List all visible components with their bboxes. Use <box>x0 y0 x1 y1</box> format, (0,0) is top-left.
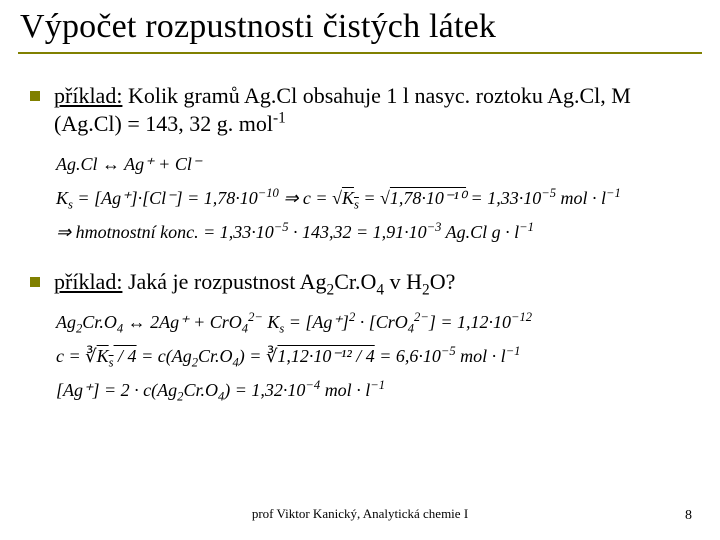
page-number: 8 <box>685 508 692 524</box>
bullet-2: příklad: Jaká je rozpustnost Ag 2 Cr.O4 v … <box>30 268 690 296</box>
bullet-2-body: Jaká je rozpustnost Ag <box>122 269 326 294</box>
eq-text: ↔ 2Ag⁺ + CrO <box>123 312 242 332</box>
eq-sup: −5 <box>441 344 456 358</box>
eq1-line3: ⇒ hmotnostní konc. = 1,33·10−5 · 143,32 … <box>56 215 690 249</box>
eq-text: ] = 1,12·10 <box>429 312 511 332</box>
eq-sup: −1 <box>606 186 621 200</box>
eq-text: Ag.Cl ↔ Ag⁺ + Cl⁻ <box>56 154 201 174</box>
radical-icon: √ <box>380 188 390 208</box>
equation-block-1: Ag.Cl ↔ Ag⁺ + Cl⁻ Ks = [Ag⁺]·[Cl⁻] = 1,7… <box>56 147 690 250</box>
eq-sub: 2 <box>422 281 430 298</box>
eq-text: = <box>359 188 380 208</box>
bullet-2-body: O? <box>430 269 456 294</box>
eq-sup: −4 <box>305 378 320 392</box>
eq-text: · [CrO <box>355 312 408 332</box>
eq-sup: −1 <box>370 378 385 392</box>
radical-icon: ∛ <box>85 346 96 366</box>
eq-text: = [Ag⁺]·[Cl⁻] = 1,78·10 <box>73 188 258 208</box>
eq-text: ) = <box>239 346 266 366</box>
eq-text: Cr.O <box>82 312 117 332</box>
eq-text: ) = 1,32·10 <box>224 380 305 400</box>
bullet-icon <box>30 277 40 287</box>
eq-sup: −5 <box>541 186 556 200</box>
equation-block-2: Ag2Cr.O4 ↔ 2Ag⁺ + CrO42− Ks = [Ag⁺]2 · [… <box>56 305 690 408</box>
bullet-2-body: Cr.O <box>334 269 376 294</box>
eq-sup: −3 <box>427 220 442 234</box>
eq1-line2: Ks = [Ag⁺]·[Cl⁻] = 1,78·10−10 ⇒ c = √Ks … <box>56 181 690 215</box>
eq-sup: −1 <box>506 344 521 358</box>
eq-sub: 4 <box>376 281 384 298</box>
title-block: Výpočet rozpustnosti čistých látek <box>0 0 720 52</box>
eq-text: = 6,6·10 <box>375 346 441 366</box>
eq-text: = 1,33·10 <box>466 188 541 208</box>
eq-text: [Ag⁺] = 2 · c(Ag <box>56 380 177 400</box>
footer-text: prof Viktor Kanický, Analytická chemie I <box>0 506 720 522</box>
eq-sup: 2− <box>414 310 429 324</box>
bullet-1-sup: -1 <box>273 109 286 126</box>
bullet-1-prefix: příklad: <box>54 83 122 108</box>
eq-text: = [Ag⁺] <box>284 312 349 332</box>
bullet-icon <box>30 91 40 101</box>
eq-text: K <box>97 346 109 366</box>
eq-text: mol · l <box>320 380 370 400</box>
eq-sup: −1 <box>519 220 534 234</box>
eq-text: 1,12·10⁻¹² / 4 <box>277 346 374 366</box>
eq-text: Cr.O <box>183 380 218 400</box>
eq-sup: −12 <box>511 310 532 324</box>
bullet-1: příklad: Kolik gramů Ag.Cl obsahuje 1 l … <box>30 82 690 137</box>
page-title: Výpočet rozpustnosti čistých látek <box>20 8 700 46</box>
bullet-1-text: příklad: Kolik gramů Ag.Cl obsahuje 1 l … <box>54 82 690 137</box>
content-area: příklad: Kolik gramů Ag.Cl obsahuje 1 l … <box>0 54 720 408</box>
eq2-line1: Ag2Cr.O4 ↔ 2Ag⁺ + CrO42− Ks = [Ag⁺]2 · [… <box>56 305 690 339</box>
eq2-line3: [Ag⁺] = 2 · c(Ag2Cr.O4) = 1,32·10−4 mol … <box>56 373 690 407</box>
radical-icon: √ <box>332 188 342 208</box>
eq-text: K <box>56 188 68 208</box>
eq-text: ⇒ hmotnostní konc. = 1,33·10 <box>56 222 274 242</box>
eq-text: Ag.Cl g · l <box>441 222 519 242</box>
eq1-line1: Ag.Cl ↔ Ag⁺ + Cl⁻ <box>56 147 690 181</box>
eq-sup: 2− <box>248 310 263 324</box>
eq-text: 1,78·10⁻¹⁰ <box>390 188 466 208</box>
eq-sup: −5 <box>274 220 289 234</box>
bullet-1-body: Kolik gramů Ag.Cl obsahuje 1 l nasyc. ro… <box>54 83 631 136</box>
eq-sup: −10 <box>258 186 279 200</box>
eq2-line2: c = ∛Ks / 4 = c(Ag2Cr.O4) = ∛1,12·10⁻¹² … <box>56 339 690 373</box>
eq-text: / 4 <box>114 346 137 366</box>
eq-text: mol · l <box>556 188 606 208</box>
bullet-2-prefix: příklad: <box>54 269 122 294</box>
radical-icon: ∛ <box>266 346 277 366</box>
eq-text: K <box>342 188 354 208</box>
eq-text: c = <box>56 346 85 366</box>
eq-text: mol · l <box>456 346 506 366</box>
eq-text: · 143,32 = 1,91·10 <box>289 222 427 242</box>
eq-text: Cr.O <box>198 346 233 366</box>
bullet-2-text: příklad: Jaká je rozpustnost Ag 2 Cr.O4 v … <box>54 268 455 296</box>
eq-text: = c(Ag <box>137 346 192 366</box>
bullet-2-body: v H <box>384 269 422 294</box>
eq-text: ⇒ c = <box>279 188 332 208</box>
eq-text: Ag <box>56 312 76 332</box>
eq-text: K <box>263 312 280 332</box>
